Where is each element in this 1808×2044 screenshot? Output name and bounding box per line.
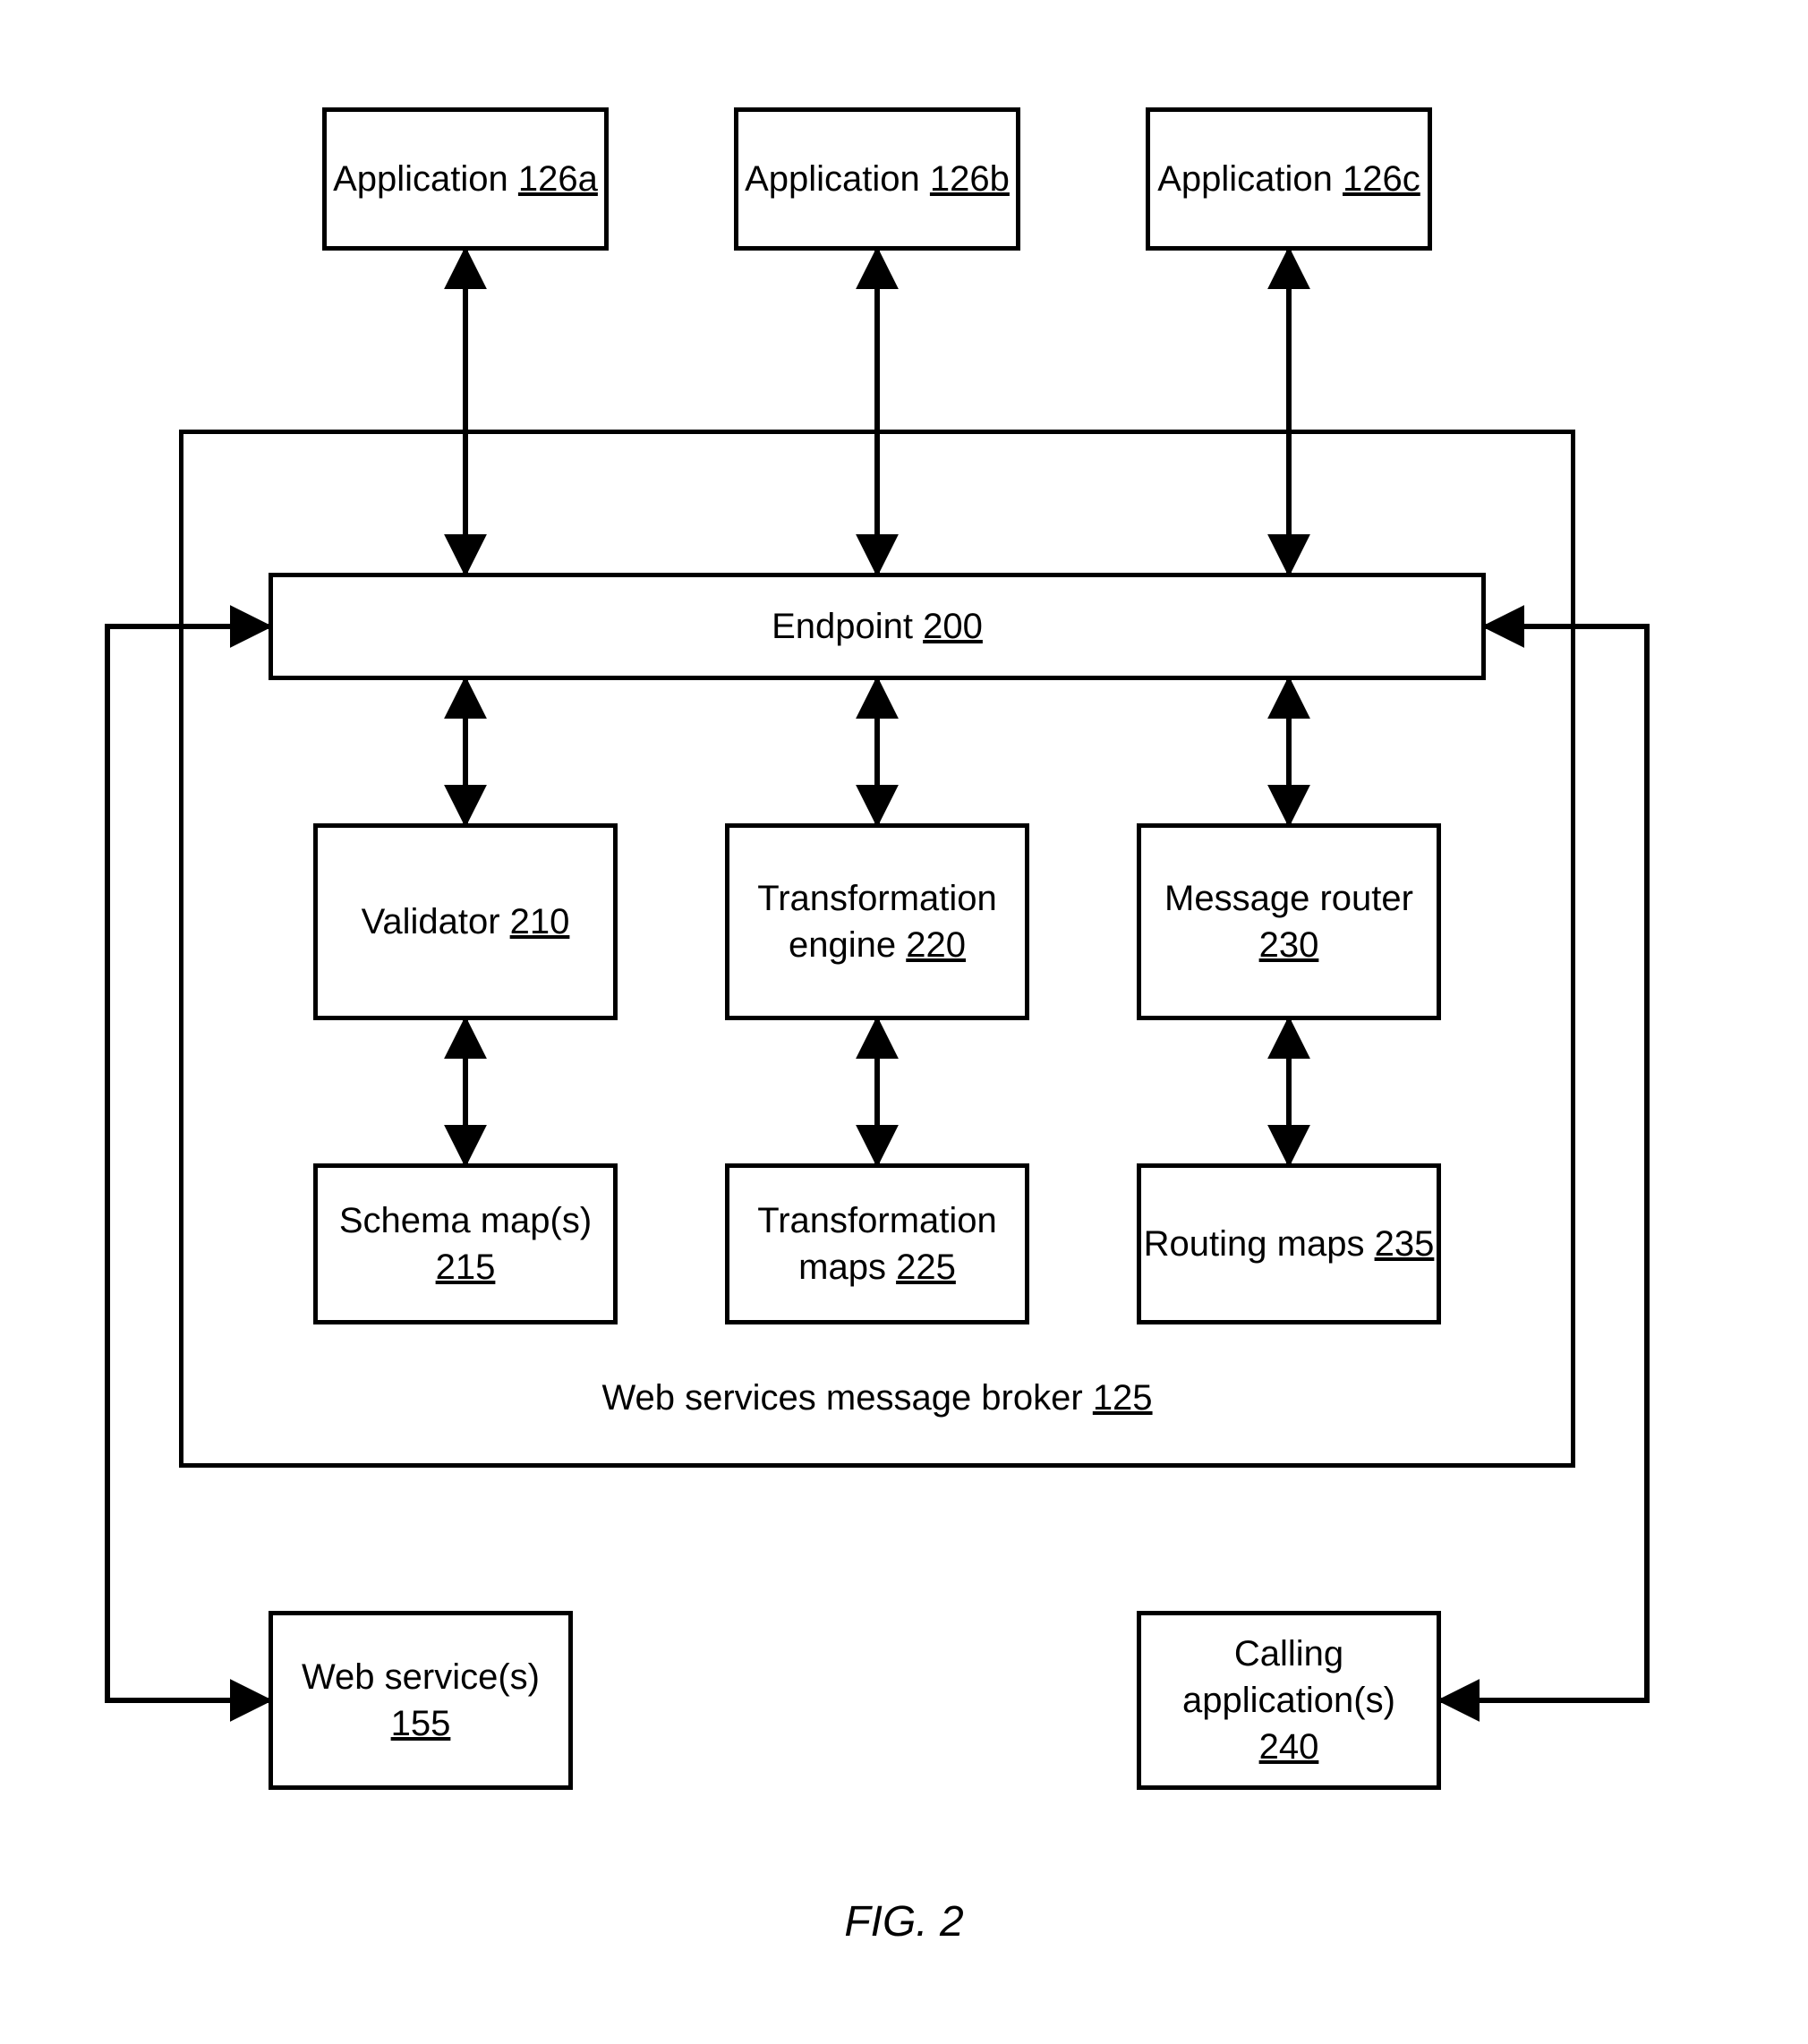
node-label: Calling application(s) 240: [1182, 1631, 1395, 1770]
diagram-canvas: Application 126a Application 126b Applic…: [36, 36, 1772, 2008]
node-label: Application 126a: [333, 156, 598, 202]
node-message-router: Message router 230: [1137, 823, 1441, 1020]
node-label: Web service(s) 155: [302, 1654, 540, 1747]
node-validator: Validator 210: [313, 823, 618, 1020]
figure-caption: FIG. 2: [36, 1897, 1772, 1946]
node-transformation-engine: Transformation engine 220: [725, 823, 1029, 1020]
node-transformation-maps: Transformation maps 225: [725, 1163, 1029, 1324]
node-application-b: Application 126b: [734, 107, 1020, 251]
node-label: Validator 210: [362, 899, 570, 945]
node-label: Routing maps 235: [1144, 1221, 1435, 1267]
node-label: Application 126c: [1157, 156, 1420, 202]
node-label: Endpoint 200: [772, 603, 983, 650]
node-label: Schema map(s) 215: [339, 1197, 592, 1290]
node-label: Application 126b: [745, 156, 1010, 202]
node-application-c: Application 126c: [1146, 107, 1432, 251]
node-label: Transformation maps 225: [757, 1197, 997, 1290]
node-label: Message router 230: [1164, 875, 1413, 968]
node-label: Transformation engine 220: [757, 875, 997, 968]
node-application-a: Application 126a: [322, 107, 609, 251]
node-routing-maps: Routing maps 235: [1137, 1163, 1441, 1324]
node-schema-maps: Schema map(s) 215: [313, 1163, 618, 1324]
node-endpoint: Endpoint 200: [269, 573, 1486, 680]
node-calling-applications: Calling application(s) 240: [1137, 1611, 1441, 1790]
node-web-services: Web service(s) 155: [269, 1611, 573, 1790]
container-caption: Web services message broker 125: [179, 1378, 1575, 1418]
